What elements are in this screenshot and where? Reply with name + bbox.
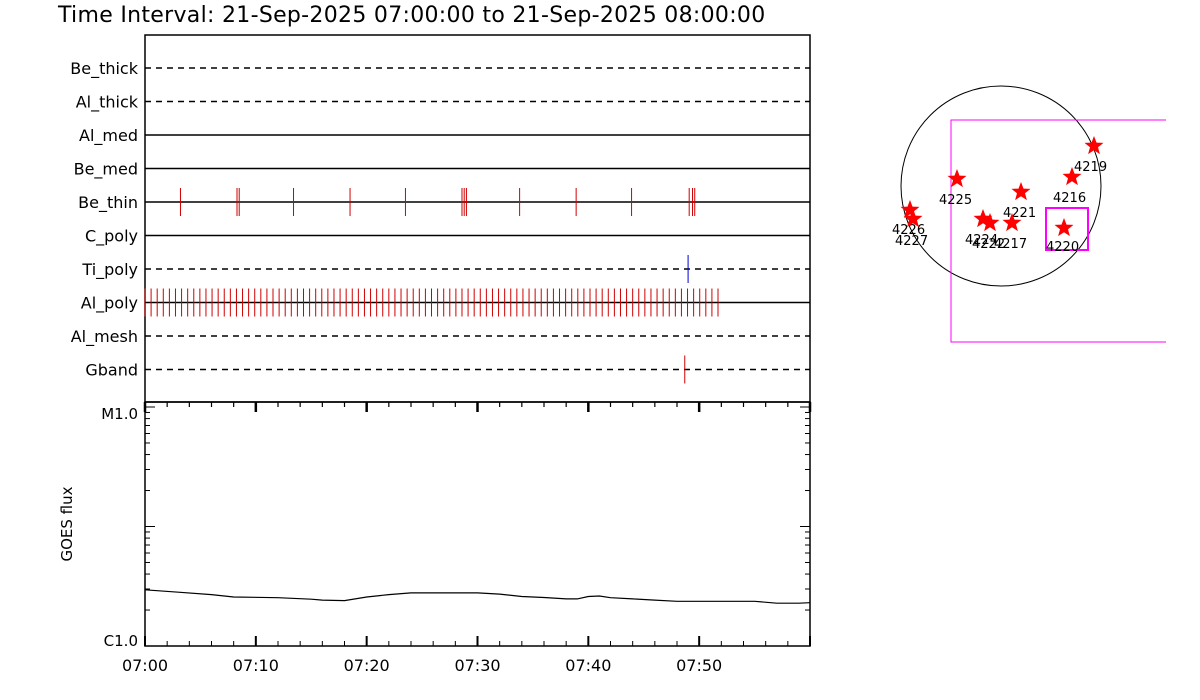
active-region-4222: 4222 — [972, 213, 1005, 252]
active-region-4225: 4225 — [939, 169, 972, 208]
row-label: Al_poly — [81, 294, 138, 314]
star-marker — [947, 169, 967, 188]
region-label: 4224 — [965, 233, 998, 248]
region-label: 4225 — [939, 193, 972, 208]
region-label: 4216 — [1053, 191, 1086, 206]
row-label: Be_thick — [70, 59, 138, 79]
solar-disk-outline — [900, 85, 1102, 287]
active-region-4224: 4224 — [965, 209, 998, 248]
timeline-row-be-thin: Be_thin — [78, 188, 810, 216]
timeline-row-al-med: Al_med — [79, 126, 810, 146]
star-marker — [1002, 213, 1022, 232]
x-tick-label: 07:10 — [233, 656, 279, 675]
goes-flux-panel: 07:00 07:10 07:20 07:30 07:40 07:50 M1.0 C1.0 GO… — [58, 401, 812, 675]
star-marker — [1054, 218, 1074, 237]
region-label: 4219 — [1074, 160, 1107, 175]
star-marker — [900, 200, 920, 219]
flare-region-box — [1045, 207, 1089, 251]
star-marker — [1011, 182, 1031, 201]
active-region-4217: 4217 — [994, 213, 1027, 252]
row-label: Al_thick — [76, 93, 139, 113]
y-tick-label-bottom: C1.0 — [104, 632, 138, 650]
star-marker — [903, 209, 923, 228]
row-label: Be_med — [74, 160, 138, 180]
region-label: 4221 — [1003, 206, 1036, 221]
star-marker — [1062, 167, 1082, 186]
x-tick-label: 07:00 — [122, 656, 168, 675]
timeline-row-al-thick: Al_thick — [76, 93, 810, 113]
row-label: Ti_poly — [81, 260, 138, 280]
y-axis-label: GOES flux — [58, 486, 76, 561]
timeline-row-be-med: Be_med — [74, 160, 810, 180]
active-region-4226: 4226 — [892, 200, 925, 238]
timeline-row-be-thick: Be_thick — [70, 59, 810, 79]
active-region-4227: 4227 — [895, 209, 928, 249]
flux-frame — [144, 401, 811, 647]
x-tick-label: 07:50 — [676, 656, 722, 675]
active-region-4216: 4216 — [1053, 167, 1086, 206]
region-label: 4227 — [895, 234, 928, 249]
row-label: Al_mesh — [71, 327, 138, 347]
timeline-frame — [144, 34, 811, 403]
active-region-4220: 4220 — [1046, 218, 1079, 255]
timeline-row-c-poly: C_poly — [85, 227, 810, 247]
time-interval-title: Time Interval: 21-Sep-2025 07:00:00 to 2… — [58, 3, 766, 28]
x-tick-label: 07:40 — [565, 656, 611, 675]
event-timeline-panel: Be_thick Al_thick Al_med Be_med Be_thin C_pol… — [70, 34, 811, 403]
timeline-row-al-poly: Al_poly — [81, 288, 810, 317]
star-marker — [973, 209, 993, 228]
timeline-row-gband: Gband — [85, 355, 810, 384]
row-label: Be_thin — [78, 193, 138, 213]
timeline-row-al-mesh: Al_mesh — [71, 327, 810, 347]
row-label: Gband — [85, 361, 138, 380]
field-of-view-box — [950, 119, 1166, 343]
row-label: Al_med — [79, 126, 138, 146]
row-label: C_poly — [85, 227, 138, 247]
region-label: 4217 — [994, 237, 1027, 252]
star-marker — [980, 213, 1000, 232]
goes-flux-series — [144, 589, 811, 604]
region-label: 4222 — [972, 237, 1005, 252]
timeline-row-ti-poly: Ti_poly — [81, 255, 810, 283]
active-region-4219: 4219 — [1074, 136, 1107, 175]
region-label: 4226 — [892, 223, 925, 238]
x-tick-label: 07:30 — [454, 656, 500, 675]
region-label: 4220 — [1046, 240, 1079, 255]
star-marker — [1084, 136, 1104, 155]
y-tick-label-top: M1.0 — [101, 405, 138, 423]
active-region-4221: 4221 — [1003, 182, 1036, 221]
x-tick-label: 07:20 — [344, 656, 390, 675]
